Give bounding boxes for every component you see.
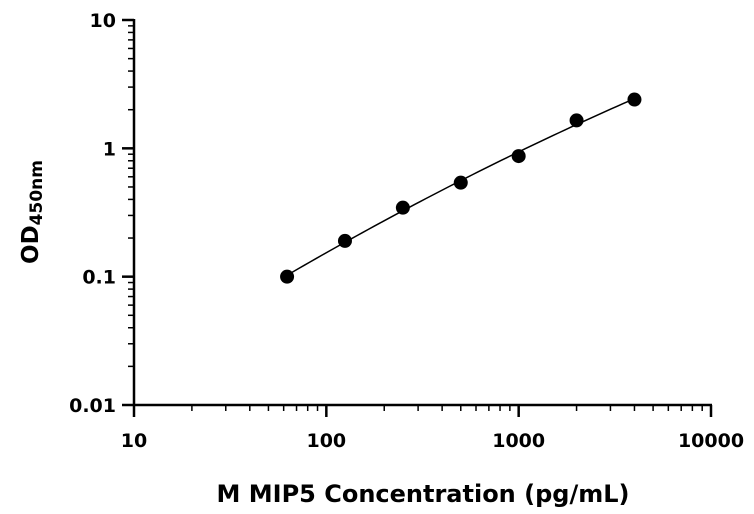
x-tick-label: 100 xyxy=(306,430,346,452)
data-point xyxy=(569,113,584,128)
y-tick-label: 0.1 xyxy=(82,267,116,289)
data-point xyxy=(453,175,468,190)
data-point xyxy=(337,233,352,248)
x-axis-title: M MIP5 Concentration (pg/mL) xyxy=(217,480,630,508)
data-point xyxy=(627,92,642,107)
y-axis-title: OD450nm xyxy=(18,160,47,264)
data-point xyxy=(395,200,410,215)
y-axis-title-main: OD xyxy=(18,225,44,264)
data-points xyxy=(280,92,642,284)
data-point xyxy=(511,149,526,164)
x-tick-label: 1000 xyxy=(492,430,545,452)
tick-labels: 10 100 1000 10000 0.01 0.1 1 10 xyxy=(69,10,744,452)
y-axis-title-subscript: 450nm xyxy=(27,160,47,225)
y-tick-label: 1 xyxy=(103,138,116,160)
x-tick-label: 10 xyxy=(121,430,147,452)
y-tick-label: 0.01 xyxy=(69,395,116,417)
data-point xyxy=(280,269,295,284)
axes xyxy=(122,18,713,417)
y-tick-label: 10 xyxy=(90,10,116,32)
x-tick-label: 10000 xyxy=(678,430,744,452)
